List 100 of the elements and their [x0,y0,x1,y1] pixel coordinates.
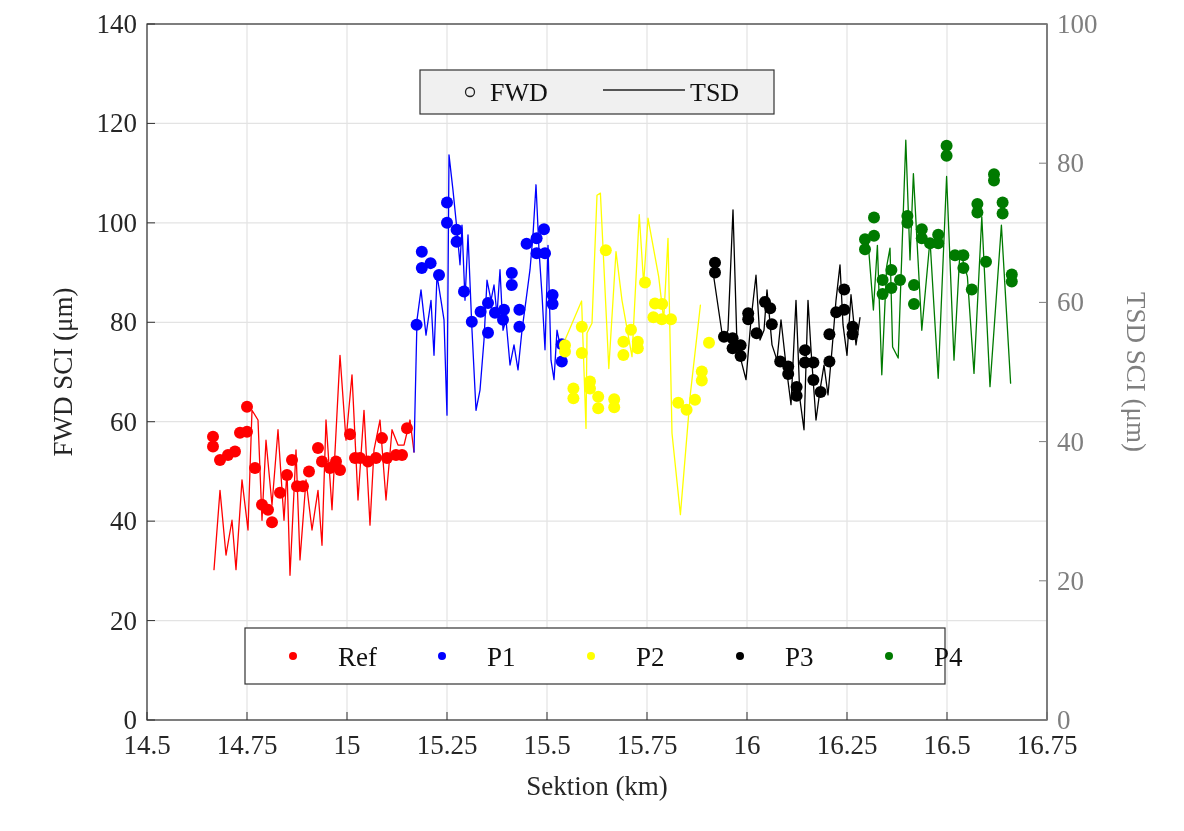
point [567,392,580,405]
x-tick-label: 16.25 [816,730,878,760]
point [433,269,445,282]
x-tick-label: 16.5 [923,730,971,760]
point [807,373,820,386]
point [415,245,428,258]
point [482,326,494,339]
point [868,211,880,224]
x-axis-title: Sektion (km) [526,771,668,801]
point [410,318,423,331]
y-tick-label: 80 [110,307,137,338]
point [617,349,630,362]
point [241,425,253,438]
point [241,400,253,413]
point [894,274,906,287]
line-series [213,354,415,576]
point [764,302,777,315]
point [709,266,721,279]
y-tick-label: 120 [96,108,137,139]
point [207,440,219,453]
point [799,344,811,357]
point [465,315,478,328]
point [281,468,293,481]
y2-axis-title: TSD SCI (μm) [1121,292,1151,452]
point [538,223,550,236]
point [639,276,651,289]
y-axis-title: FWD SCI (μm) [48,287,78,457]
point [441,216,453,229]
point [868,229,880,242]
point [450,223,463,236]
legend-label: Ref [338,642,377,672]
point [750,327,763,340]
point [249,461,261,474]
point [303,465,315,478]
point [334,463,346,476]
point [513,303,526,316]
point [617,335,630,348]
point [312,442,324,455]
y2-tick-label: 60 [1057,287,1084,318]
x-tick-label: 14.75 [216,730,278,760]
point [885,281,898,294]
point [401,422,413,435]
point [940,149,953,162]
point [980,255,992,268]
point [262,503,274,516]
point [838,283,851,296]
point [703,336,715,349]
point [229,445,241,458]
point [498,303,510,316]
x-tick-label: 15.5 [523,730,571,760]
point [996,196,1009,209]
point [482,296,494,309]
point [575,347,588,360]
y-tick-label: 40 [110,506,137,537]
point [520,237,533,250]
point [876,287,889,300]
point [823,328,836,341]
x-tick-label: 15.75 [616,730,678,760]
y-tick-label: 60 [110,406,137,437]
point [734,350,747,363]
annotation: FWD [490,78,548,107]
point [505,279,518,291]
y2-tick-label: 100 [1057,9,1098,39]
x-tick-label: 15.25 [416,730,478,760]
point [424,257,437,270]
point [672,396,685,409]
point [207,430,219,443]
y2-tick-label: 80 [1057,148,1084,179]
x-tick-label: 16 [733,730,761,760]
y2-tick-label: 40 [1057,426,1084,457]
point [539,247,551,260]
legend-label: P1 [487,642,516,672]
x-tick-label: 15 [333,730,361,760]
point [838,303,851,316]
point [474,305,487,318]
point [823,355,836,368]
point [665,313,677,326]
legend-label: P4 [934,642,964,672]
annotation: TSD [690,78,740,107]
point [908,297,920,310]
point [575,320,588,333]
y2-tick-label: 20 [1057,565,1084,596]
point [885,264,898,277]
point [957,262,970,275]
point [814,385,827,398]
point [592,390,605,403]
point [996,207,1009,220]
y-tick-label: 140 [96,9,137,39]
point [555,355,568,368]
point [513,320,526,333]
point [859,243,871,256]
point [266,516,278,529]
point [876,274,889,287]
point [567,382,580,395]
point [592,402,605,415]
point [450,235,463,248]
point [908,279,920,291]
point [680,403,693,416]
point [505,267,518,280]
legend-label: P3 [785,642,814,672]
